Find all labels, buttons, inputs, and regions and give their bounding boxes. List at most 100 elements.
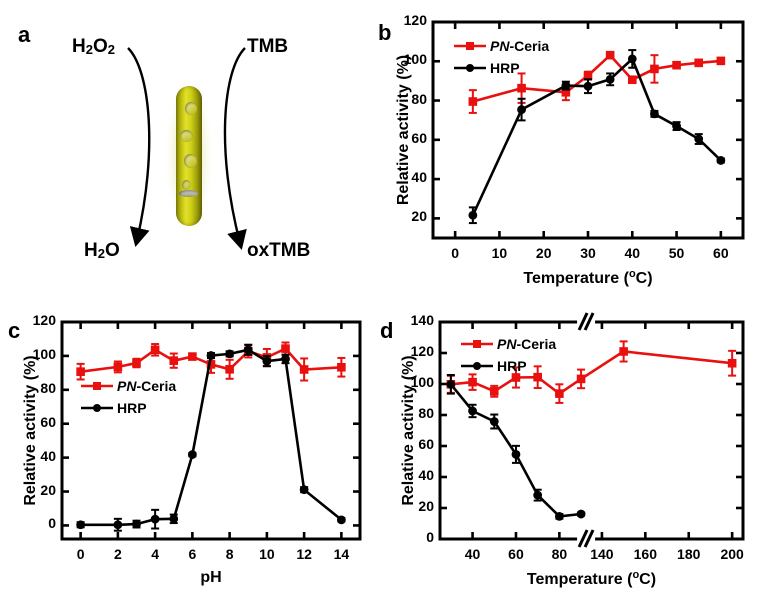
data-point-marker xyxy=(206,351,216,360)
y-axis-title: Relative activity (%) xyxy=(395,54,412,206)
data-point-marker xyxy=(337,362,346,372)
y-tick-label: 0 xyxy=(426,529,434,545)
legend-swatch xyxy=(81,382,113,390)
data-point-marker xyxy=(468,377,477,387)
data-point-marker xyxy=(225,364,234,374)
data-point-marker xyxy=(517,105,526,114)
legend-item-pn-ceria: PN-Ceria xyxy=(453,38,549,54)
series-line xyxy=(471,56,722,216)
data-point-marker xyxy=(605,50,615,60)
data-point-marker xyxy=(76,520,86,530)
y-tick-label: 100 xyxy=(410,374,434,390)
x-tick-label: 60 xyxy=(508,546,524,562)
x-tick-label: 40 xyxy=(624,245,641,261)
nanorod-pore xyxy=(185,102,197,115)
x-tick-label: 80 xyxy=(551,546,568,562)
data-point-marker xyxy=(561,81,571,91)
x-tick-label: 10 xyxy=(491,245,508,261)
data-point-marker xyxy=(672,60,681,70)
y-tick-label: 100 xyxy=(32,345,56,362)
x-axis-title: pH xyxy=(200,569,222,586)
data-point-marker xyxy=(583,71,593,80)
x-axis-title: Temperature (oC) xyxy=(526,569,657,588)
legend-item-hrp: HRP xyxy=(453,60,520,76)
data-point-marker xyxy=(299,365,309,374)
y-tick-label: 40 xyxy=(418,467,434,483)
arrow-right-curve xyxy=(223,47,247,250)
x-tick-label: 160 xyxy=(633,546,657,562)
x-tick-label: 4 xyxy=(151,546,160,562)
data-point-marker xyxy=(511,449,521,459)
data-point-marker xyxy=(716,56,726,66)
legend-item-hrp: HRP xyxy=(460,358,527,374)
data-point-marker xyxy=(188,352,197,361)
y-tick-label: 140 xyxy=(410,312,434,328)
data-point-marker xyxy=(511,373,521,382)
y-tick-label: 60 xyxy=(40,413,56,430)
legend-item-pn-ceria: PN-Ceria xyxy=(80,378,176,394)
legend-swatch xyxy=(461,362,493,370)
data-point-marker xyxy=(650,64,659,74)
y-tick-label: 80 xyxy=(418,405,434,421)
panel-c-chart: 0 2 4 6 8 10 12 14 0 20 40 60 80 100 120 c pH Relative ac… xyxy=(0,300,380,605)
data-point-marker xyxy=(627,75,637,85)
data-point-marker xyxy=(727,358,737,368)
data-point-marker xyxy=(150,345,160,355)
data-point-marker xyxy=(619,347,628,356)
panel-d-chart: 40 60 80 140 160 180 200 0 20 40 60 80 100 120 140 d Tem… xyxy=(378,300,761,605)
x-tick-label: 2 xyxy=(113,546,122,562)
plot-area-b xyxy=(431,20,745,240)
y-tick-label: 120 xyxy=(410,343,434,359)
label-h2o: H2O xyxy=(84,240,120,261)
data-point-marker xyxy=(555,389,564,398)
data-point-marker xyxy=(169,514,179,524)
x-tick-label: 8 xyxy=(225,546,234,562)
y-tick-label: 60 xyxy=(418,436,434,452)
y-tick-label: 20 xyxy=(40,481,56,498)
y-axis-title: Relative activity (%) xyxy=(400,355,417,506)
x-tick-label: 6 xyxy=(188,546,197,562)
data-point-marker xyxy=(468,406,477,416)
series-2 xyxy=(446,374,586,521)
y-tick-label: 0 xyxy=(48,515,56,532)
x-tick-label: 0 xyxy=(451,245,460,261)
legend-swatch xyxy=(454,64,486,72)
legend-item-hrp: HRP xyxy=(80,400,147,416)
ceria-nanorod-graphic xyxy=(168,82,210,230)
plot-area-d xyxy=(438,312,745,548)
data-point-marker xyxy=(468,210,478,220)
data-point-marker xyxy=(132,358,141,368)
data-point-marker xyxy=(336,515,346,525)
axis-frame xyxy=(60,320,362,541)
x-axis-title: Temperature (oC) xyxy=(523,268,653,287)
y-tick-label: 100 xyxy=(403,51,427,68)
data-point-marker xyxy=(113,362,123,372)
data-point-marker xyxy=(446,379,456,389)
legend-label: HRP xyxy=(497,358,527,374)
data-point-marker xyxy=(650,109,659,119)
legend-label: PN-Ceria xyxy=(490,38,550,54)
data-point-marker xyxy=(468,97,478,106)
data-point-marker xyxy=(576,509,586,519)
series-2 xyxy=(468,49,726,225)
axis-frame xyxy=(438,320,745,541)
x-tick-label: 180 xyxy=(677,546,701,562)
x-tick-label: 20 xyxy=(535,245,552,261)
data-point-marker xyxy=(489,417,499,426)
data-point-marker xyxy=(187,450,197,459)
x-tick-label: 60 xyxy=(713,245,729,261)
y-tick-label: 80 xyxy=(411,90,427,107)
nanorod-pore xyxy=(182,180,191,190)
data-point-marker xyxy=(533,490,543,500)
legend-swatch xyxy=(454,42,486,50)
y-tick-label: 20 xyxy=(411,208,427,225)
nanorod-body xyxy=(176,86,202,226)
axis-break-mark xyxy=(577,529,596,548)
nanorod-pore xyxy=(184,154,197,168)
label-oxtmb: oxTMB xyxy=(247,240,311,261)
data-point-marker xyxy=(132,519,141,529)
data-point-marker xyxy=(169,356,179,365)
data-point-marker xyxy=(605,74,615,84)
legend-label: HRP xyxy=(490,60,520,76)
legend-swatch xyxy=(461,340,493,348)
